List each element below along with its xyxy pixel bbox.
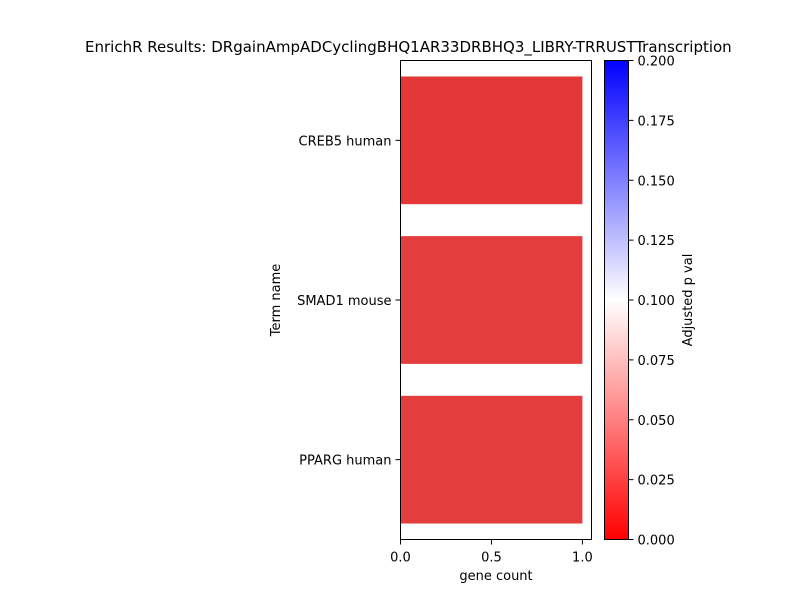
y-tick-label: SMAD1 mouse — [297, 294, 391, 309]
colorbar-tick-label: 0.125 — [638, 234, 675, 249]
y-axis-label: Term name — [269, 264, 284, 338]
colorbar — [604, 60, 629, 540]
chart-title: EnrichR Results: DRgainAmpADCyclingBHQ1A… — [85, 38, 732, 57]
x-tick-label: 0.0 — [390, 551, 411, 566]
bar — [400, 395, 583, 524]
y-tick-label: PPARG human — [299, 454, 391, 469]
colorbar-tick-label: 0.200 — [638, 55, 675, 70]
bars-layer — [400, 76, 583, 524]
colorbar-tick-label: 0.000 — [638, 534, 675, 549]
colorbar-tick-label: 0.150 — [638, 174, 675, 189]
y-tick-label: CREB5 human — [299, 134, 392, 149]
colorbar-ticks: 0.000 0.025 0.050 0.075 0.100 0.125 0.150 0.175… — [628, 55, 675, 549]
x-ticks: 0.0 0.5 1.0 — [390, 539, 593, 566]
bar — [400, 76, 583, 205]
bar — [400, 236, 583, 364]
colorbar-tick-label: 0.100 — [638, 294, 675, 309]
colorbar-tick-label: 0.025 — [638, 474, 675, 489]
x-axis-label: gene count — [459, 569, 532, 584]
x-tick-label: 0.5 — [481, 551, 502, 566]
y-category-labels: CREB5 human SMAD1 mouse PPARG human — [297, 134, 401, 469]
x-tick-label: 1.0 — [572, 551, 593, 566]
colorbar-tick-label: 0.075 — [638, 354, 675, 369]
colorbar-label: Adjusted p val — [681, 254, 696, 347]
colorbar-tick-label: 0.050 — [638, 414, 675, 429]
colorbar-tick-label: 0.175 — [638, 114, 675, 129]
